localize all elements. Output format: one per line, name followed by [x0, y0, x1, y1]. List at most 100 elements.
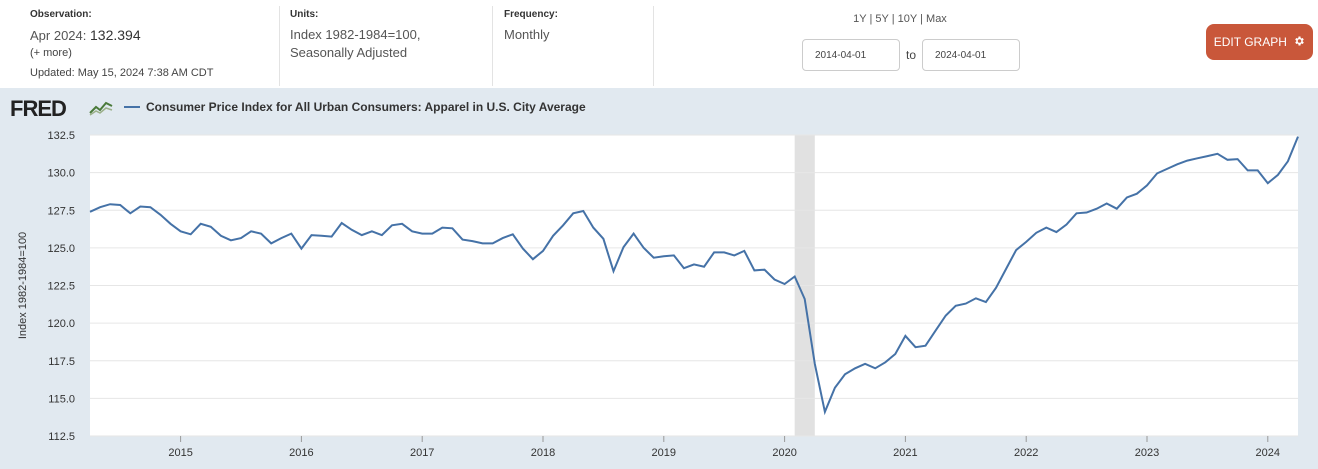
data-point[interactable]: [953, 303, 959, 309]
data-point[interactable]: [983, 299, 989, 305]
data-point[interactable]: [731, 252, 737, 258]
data-point[interactable]: [510, 231, 516, 237]
data-point[interactable]: [1104, 200, 1110, 206]
data-point[interactable]: [832, 385, 838, 391]
data-point[interactable]: [298, 246, 304, 252]
data-point[interactable]: [157, 212, 163, 218]
data-point[interactable]: [1033, 230, 1039, 236]
data-point[interactable]: [258, 231, 264, 237]
data-point[interactable]: [782, 281, 788, 287]
range-5y[interactable]: 5Y: [875, 13, 889, 25]
data-point[interactable]: [419, 231, 425, 237]
data-point[interactable]: [892, 351, 898, 357]
data-point[interactable]: [530, 256, 536, 262]
data-point[interactable]: [671, 252, 677, 258]
data-point[interactable]: [570, 210, 576, 216]
data-point[interactable]: [862, 361, 868, 367]
data-point[interactable]: [1023, 239, 1029, 245]
data-point[interactable]: [973, 295, 979, 301]
data-point[interactable]: [1214, 151, 1220, 157]
data-point[interactable]: [1003, 266, 1009, 272]
data-point[interactable]: [449, 225, 455, 231]
range-1y[interactable]: 1Y: [853, 13, 867, 25]
data-point[interactable]: [641, 245, 647, 251]
data-point[interactable]: [127, 210, 133, 216]
data-point[interactable]: [409, 228, 415, 234]
data-point[interactable]: [721, 249, 727, 255]
data-point[interactable]: [520, 246, 526, 252]
data-point[interactable]: [399, 221, 405, 227]
data-point[interactable]: [1114, 206, 1120, 212]
data-point[interactable]: [117, 202, 123, 208]
data-point[interactable]: [198, 221, 204, 227]
data-point[interactable]: [490, 240, 496, 246]
data-point[interactable]: [97, 204, 103, 210]
data-point[interactable]: [1074, 210, 1080, 216]
data-point[interactable]: [912, 344, 918, 350]
more-link[interactable]: (+ more): [30, 47, 72, 59]
data-point[interactable]: [1225, 157, 1231, 163]
data-point[interactable]: [822, 409, 828, 415]
data-point[interactable]: [741, 248, 747, 254]
start-date-input[interactable]: 2014-04-01: [802, 39, 900, 71]
data-point[interactable]: [379, 232, 385, 238]
data-point[interactable]: [882, 359, 888, 365]
data-point[interactable]: [1235, 156, 1241, 162]
data-point[interactable]: [1174, 161, 1180, 167]
data-point[interactable]: [1144, 182, 1150, 188]
data-point[interactable]: [621, 244, 627, 250]
data-point[interactable]: [1275, 172, 1281, 178]
data-point[interactable]: [238, 235, 244, 241]
data-point[interactable]: [107, 201, 113, 207]
data-point[interactable]: [540, 248, 546, 254]
data-point[interactable]: [369, 228, 375, 234]
data-point[interactable]: [480, 240, 486, 246]
data-point[interactable]: [1094, 206, 1100, 212]
data-point[interactable]: [87, 209, 93, 215]
data-point[interactable]: [500, 235, 506, 241]
edit-graph-button[interactable]: EDIT GRAPH: [1206, 24, 1313, 60]
data-point[interactable]: [761, 267, 767, 273]
data-point[interactable]: [993, 285, 999, 291]
data-point[interactable]: [1124, 194, 1130, 200]
data-point[interactable]: [1063, 222, 1069, 228]
data-point[interactable]: [1245, 167, 1251, 173]
data-point[interactable]: [308, 232, 314, 238]
data-point[interactable]: [288, 231, 294, 237]
data-point[interactable]: [600, 236, 606, 242]
data-point[interactable]: [1154, 170, 1160, 176]
data-point[interactable]: [923, 343, 929, 349]
data-point[interactable]: [661, 253, 667, 259]
data-point[interactable]: [349, 227, 355, 233]
data-point[interactable]: [550, 233, 556, 239]
data-point[interactable]: [933, 328, 939, 334]
data-point[interactable]: [691, 261, 697, 267]
data-point[interactable]: [802, 296, 808, 302]
data-point[interactable]: [1084, 210, 1090, 216]
data-point[interactable]: [852, 365, 858, 371]
data-point[interactable]: [590, 225, 596, 231]
data-point[interactable]: [459, 237, 465, 243]
end-date-input[interactable]: 2024-04-01: [922, 39, 1020, 71]
data-point[interactable]: [610, 268, 616, 274]
data-point[interactable]: [168, 221, 174, 227]
data-point[interactable]: [1013, 247, 1019, 253]
data-point[interactable]: [278, 235, 284, 241]
data-point[interactable]: [872, 365, 878, 371]
data-point[interactable]: [711, 249, 717, 255]
data-point[interactable]: [1053, 229, 1059, 235]
range-max[interactable]: Max: [926, 13, 947, 25]
data-point[interactable]: [228, 237, 234, 243]
data-point[interactable]: [701, 264, 707, 270]
data-point[interactable]: [772, 276, 778, 282]
data-point[interactable]: [268, 240, 274, 246]
data-point[interactable]: [580, 208, 586, 214]
data-point[interactable]: [963, 301, 969, 307]
data-point[interactable]: [208, 224, 214, 230]
data-point[interactable]: [178, 228, 184, 234]
data-point[interactable]: [842, 371, 848, 377]
data-point[interactable]: [1285, 158, 1291, 164]
data-point[interactable]: [218, 233, 224, 239]
data-point[interactable]: [1265, 180, 1271, 186]
data-point[interactable]: [339, 220, 345, 226]
